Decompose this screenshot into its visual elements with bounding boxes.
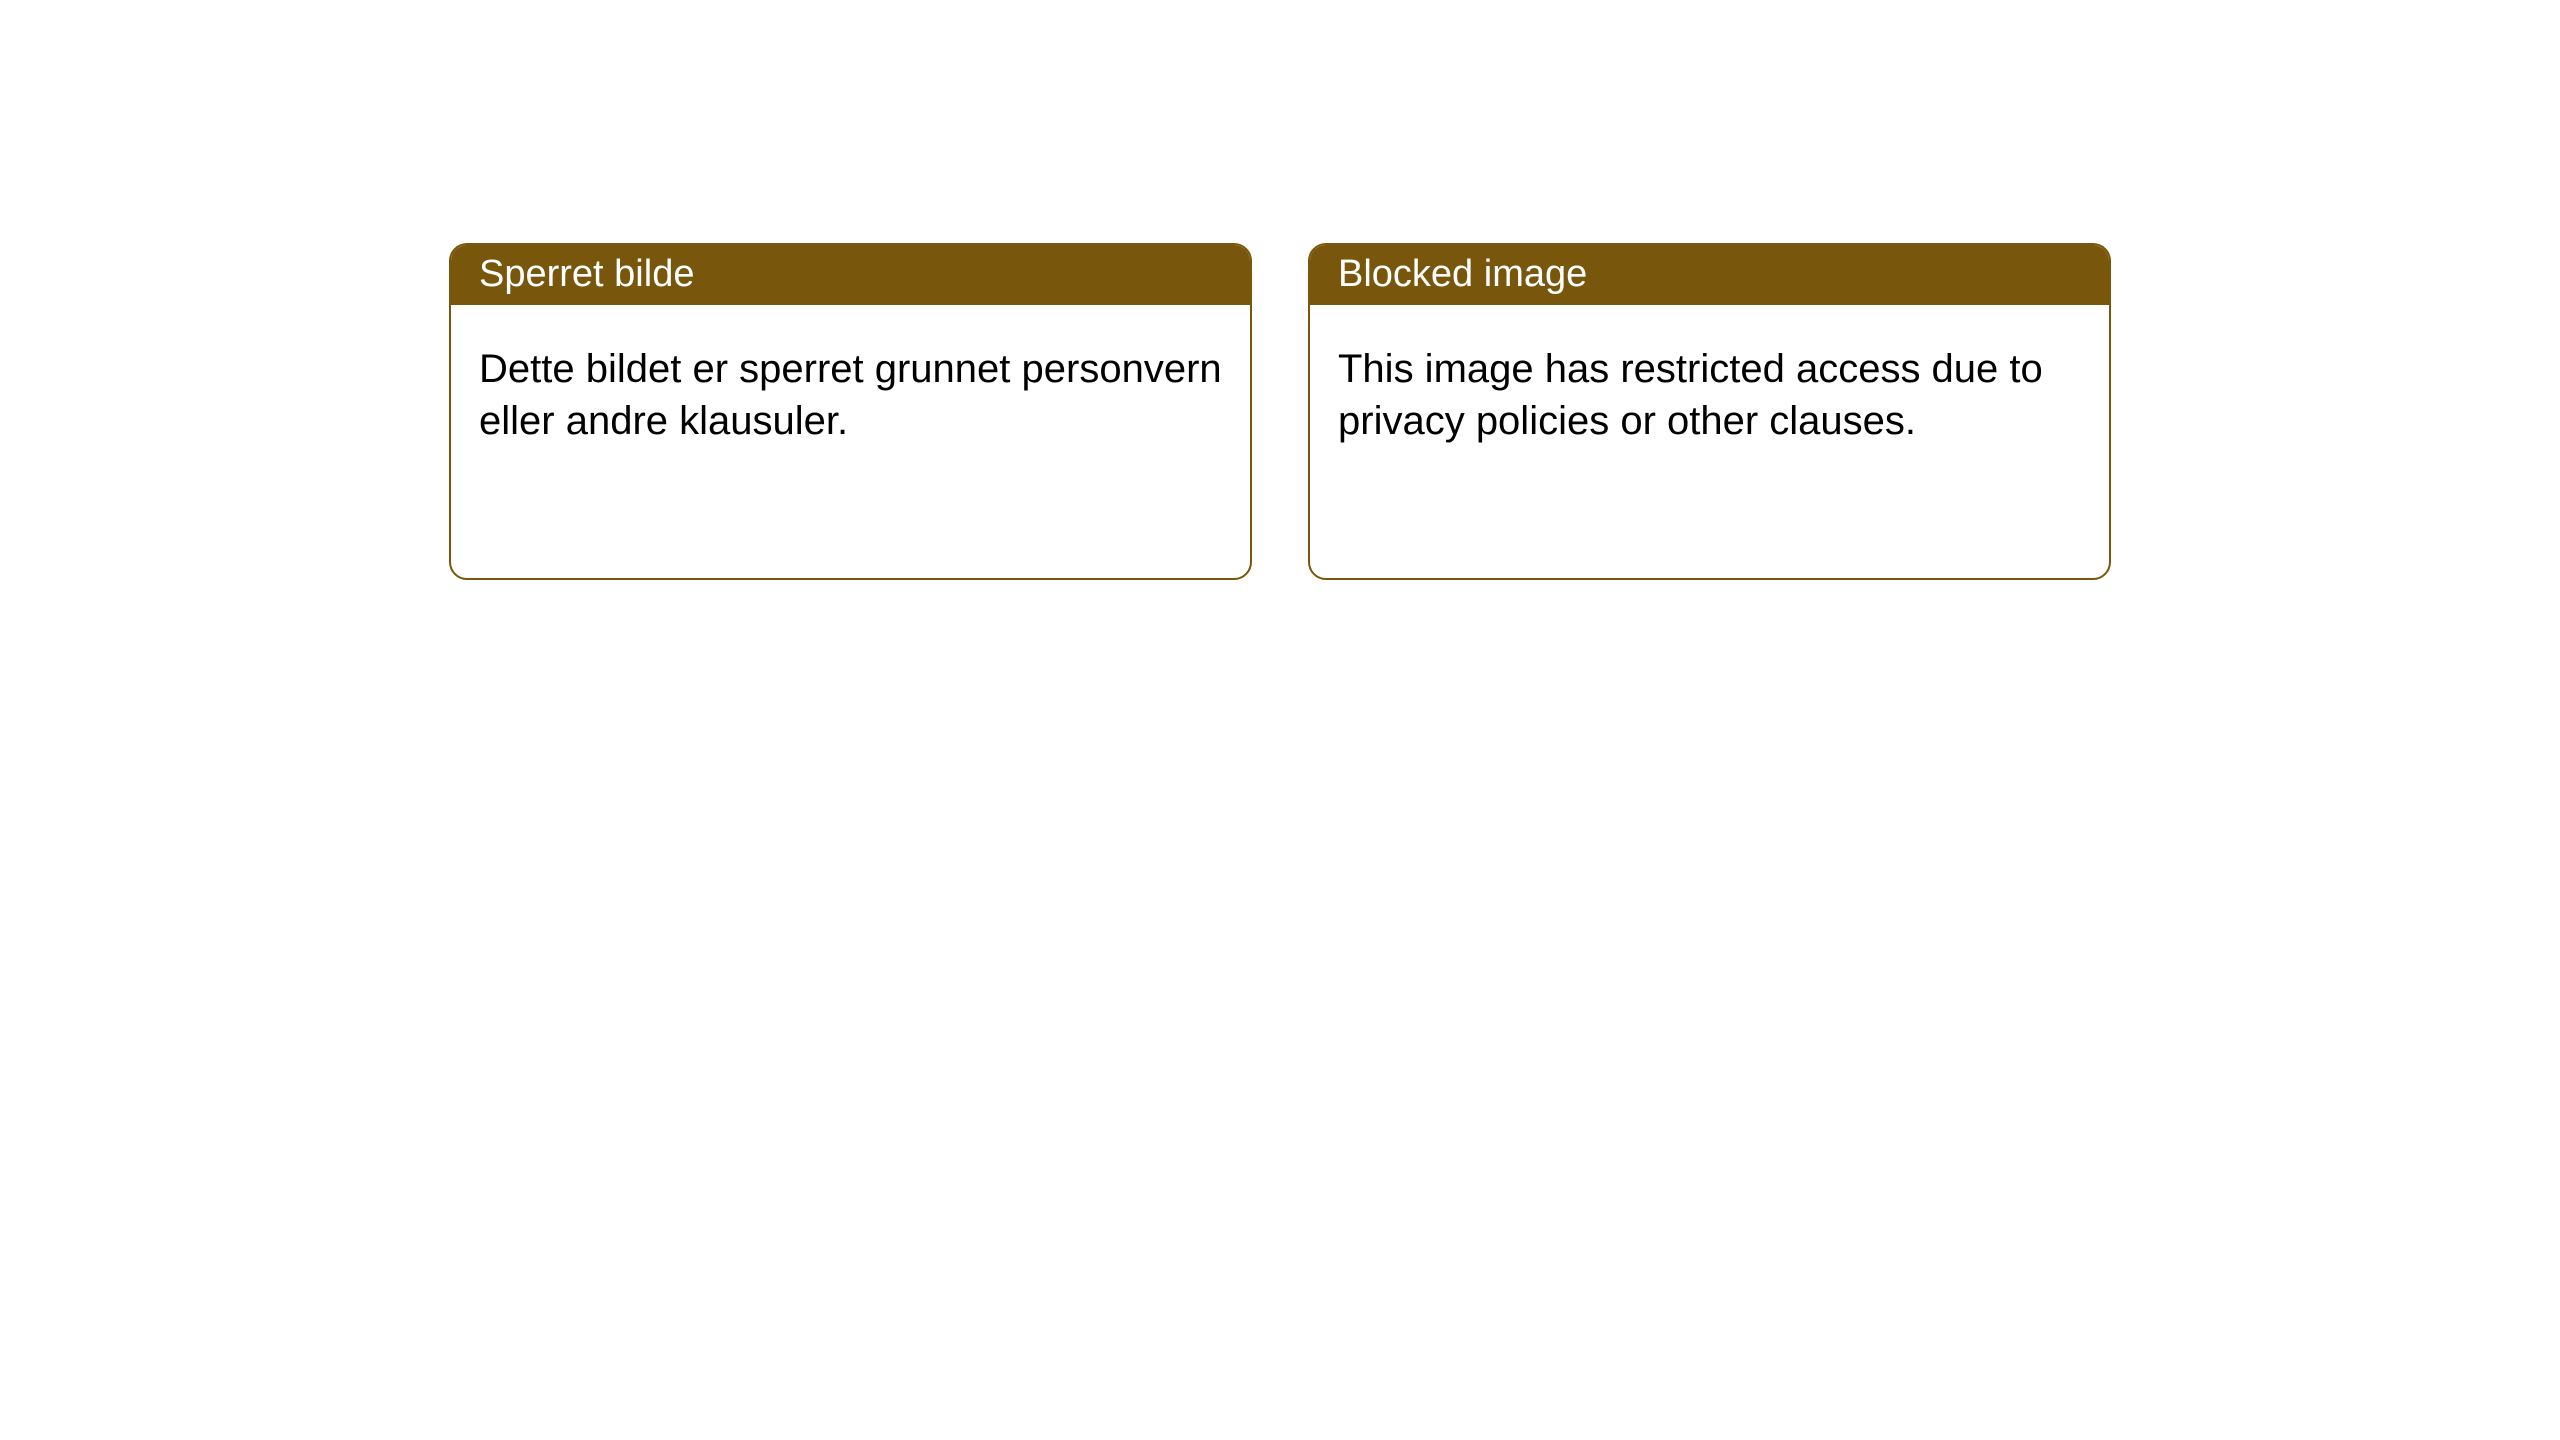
card-body: Dette bildet er sperret grunnet personve… xyxy=(451,305,1250,475)
card-header: Blocked image xyxy=(1310,245,2109,305)
card-body-text: Dette bildet er sperret grunnet personve… xyxy=(479,347,1222,443)
card-body: This image has restricted access due to … xyxy=(1310,305,2109,475)
card-header: Sperret bilde xyxy=(451,245,1250,305)
card-title: Blocked image xyxy=(1338,253,1587,296)
notice-card-norwegian: Sperret bilde Dette bildet er sperret gr… xyxy=(449,243,1252,580)
notice-cards-container: Sperret bilde Dette bildet er sperret gr… xyxy=(0,0,2560,580)
notice-card-english: Blocked image This image has restricted … xyxy=(1308,243,2111,580)
card-body-text: This image has restricted access due to … xyxy=(1338,347,2043,443)
card-title: Sperret bilde xyxy=(479,253,694,296)
